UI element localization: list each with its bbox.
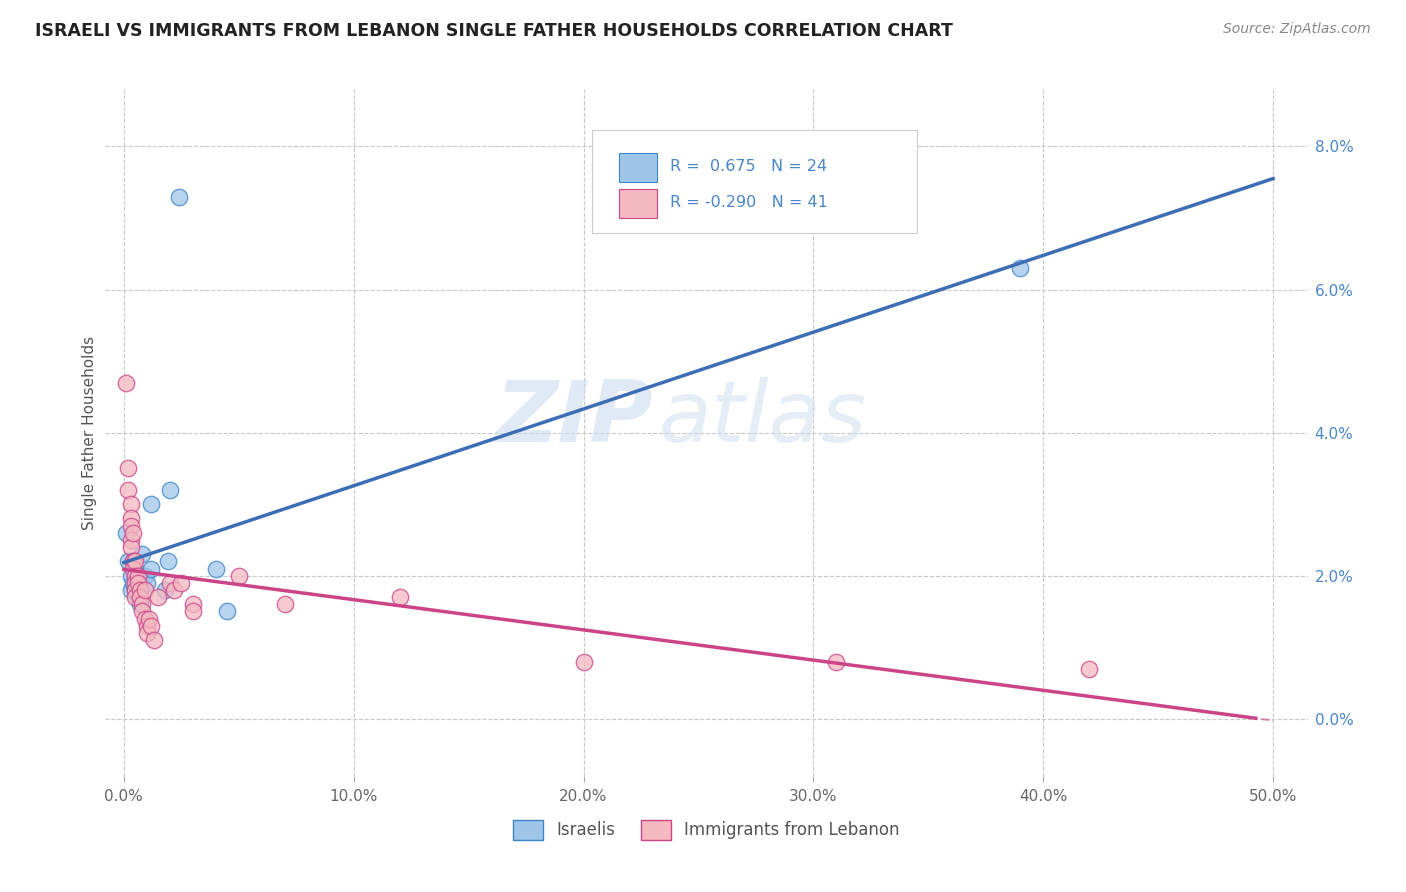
Point: [127, 568, 149, 582]
Point: [124, 554, 146, 568]
Point: [115, 376, 138, 390]
Point: [124, 568, 146, 582]
Point: [1078, 662, 1101, 676]
FancyBboxPatch shape: [592, 130, 917, 234]
Point: [120, 497, 142, 511]
Point: [155, 582, 177, 597]
Point: [120, 582, 142, 597]
Point: [142, 633, 165, 648]
Text: R = -0.290   N = 41: R = -0.290 N = 41: [671, 195, 828, 210]
Text: atlas: atlas: [658, 377, 866, 460]
Point: [127, 590, 149, 604]
Point: [181, 598, 204, 612]
Point: [120, 511, 142, 525]
Point: [167, 189, 190, 203]
Point: [131, 547, 153, 561]
Point: [129, 575, 152, 590]
Point: [122, 525, 145, 540]
Point: [181, 605, 204, 619]
Point: [124, 582, 146, 597]
Point: [117, 554, 139, 568]
Point: [122, 554, 145, 568]
Point: [141, 619, 163, 633]
Point: [124, 590, 146, 604]
Point: [274, 598, 297, 612]
Point: [138, 612, 160, 626]
Point: [127, 568, 149, 582]
Point: [120, 540, 142, 554]
Point: [135, 575, 157, 590]
Point: [122, 554, 145, 568]
Point: [204, 561, 226, 575]
Point: [135, 619, 157, 633]
Point: [129, 598, 152, 612]
Point: [122, 575, 145, 590]
Point: [156, 554, 179, 568]
Text: ZIP: ZIP: [495, 377, 652, 460]
Point: [120, 518, 142, 533]
Point: [134, 582, 156, 597]
Point: [134, 568, 156, 582]
Text: Source: ZipAtlas.com: Source: ZipAtlas.com: [1223, 22, 1371, 37]
Point: [825, 655, 848, 669]
Point: [131, 605, 153, 619]
Legend: Israelis, Immigrants from Lebanon: Israelis, Immigrants from Lebanon: [506, 813, 907, 847]
Point: [141, 497, 163, 511]
Point: [388, 590, 411, 604]
Point: [170, 575, 193, 590]
Point: [124, 575, 146, 590]
Point: [122, 561, 145, 575]
Point: [120, 568, 142, 582]
Point: [129, 582, 152, 597]
Point: [135, 626, 157, 640]
Point: [117, 483, 139, 497]
Point: [134, 612, 156, 626]
Point: [148, 590, 170, 604]
Point: [1010, 261, 1032, 276]
Point: [127, 575, 149, 590]
Point: [159, 575, 181, 590]
Point: [124, 582, 146, 597]
Point: [131, 598, 153, 612]
Point: [217, 605, 239, 619]
Point: [141, 561, 163, 575]
FancyBboxPatch shape: [619, 153, 657, 182]
Point: [117, 461, 139, 475]
Point: [115, 525, 138, 540]
Point: [120, 533, 142, 547]
Point: [124, 561, 146, 575]
Text: R =  0.675   N = 24: R = 0.675 N = 24: [671, 159, 828, 174]
Point: [163, 582, 186, 597]
Point: [228, 568, 250, 582]
Point: [159, 483, 181, 497]
Y-axis label: Single Father Households: Single Father Households: [82, 335, 97, 530]
FancyBboxPatch shape: [619, 189, 657, 219]
Text: ISRAELI VS IMMIGRANTS FROM LEBANON SINGLE FATHER HOUSEHOLDS CORRELATION CHART: ISRAELI VS IMMIGRANTS FROM LEBANON SINGL…: [35, 22, 953, 40]
Point: [129, 590, 152, 604]
Point: [572, 655, 595, 669]
